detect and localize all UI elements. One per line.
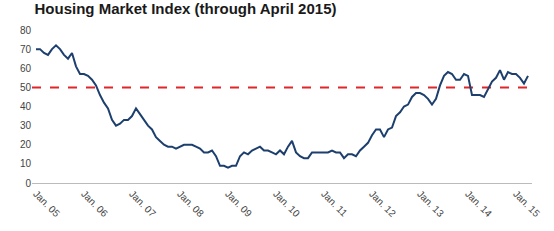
- svg-text:Jan. 15: Jan. 15: [511, 188, 542, 219]
- svg-text:Jan. 09: Jan. 09: [223, 188, 254, 219]
- svg-text:Jan. 08: Jan. 08: [175, 188, 206, 219]
- svg-text:Jan. 12: Jan. 12: [367, 188, 398, 219]
- svg-text:Jan. 14: Jan. 14: [463, 188, 494, 219]
- svg-text:0: 0: [25, 178, 31, 189]
- svg-text:30: 30: [20, 120, 32, 131]
- svg-text:Jan. 05: Jan. 05: [31, 188, 62, 219]
- svg-text:Jan. 13: Jan. 13: [415, 188, 446, 219]
- svg-text:10: 10: [20, 158, 32, 169]
- svg-text:70: 70: [20, 44, 32, 55]
- svg-text:Jan. 10: Jan. 10: [271, 188, 302, 219]
- svg-text:Jan. 07: Jan. 07: [127, 188, 158, 219]
- svg-text:Jan. 06: Jan. 06: [79, 188, 110, 219]
- svg-text:Jan. 11: Jan. 11: [319, 188, 350, 219]
- svg-text:80: 80: [20, 25, 32, 36]
- svg-text:20: 20: [20, 139, 32, 150]
- svg-text:60: 60: [20, 63, 32, 74]
- svg-text:50: 50: [20, 82, 32, 93]
- svg-text:40: 40: [20, 101, 32, 112]
- svg-text:Housing Market Index (through: Housing Market Index (through April 2015…: [35, 0, 337, 17]
